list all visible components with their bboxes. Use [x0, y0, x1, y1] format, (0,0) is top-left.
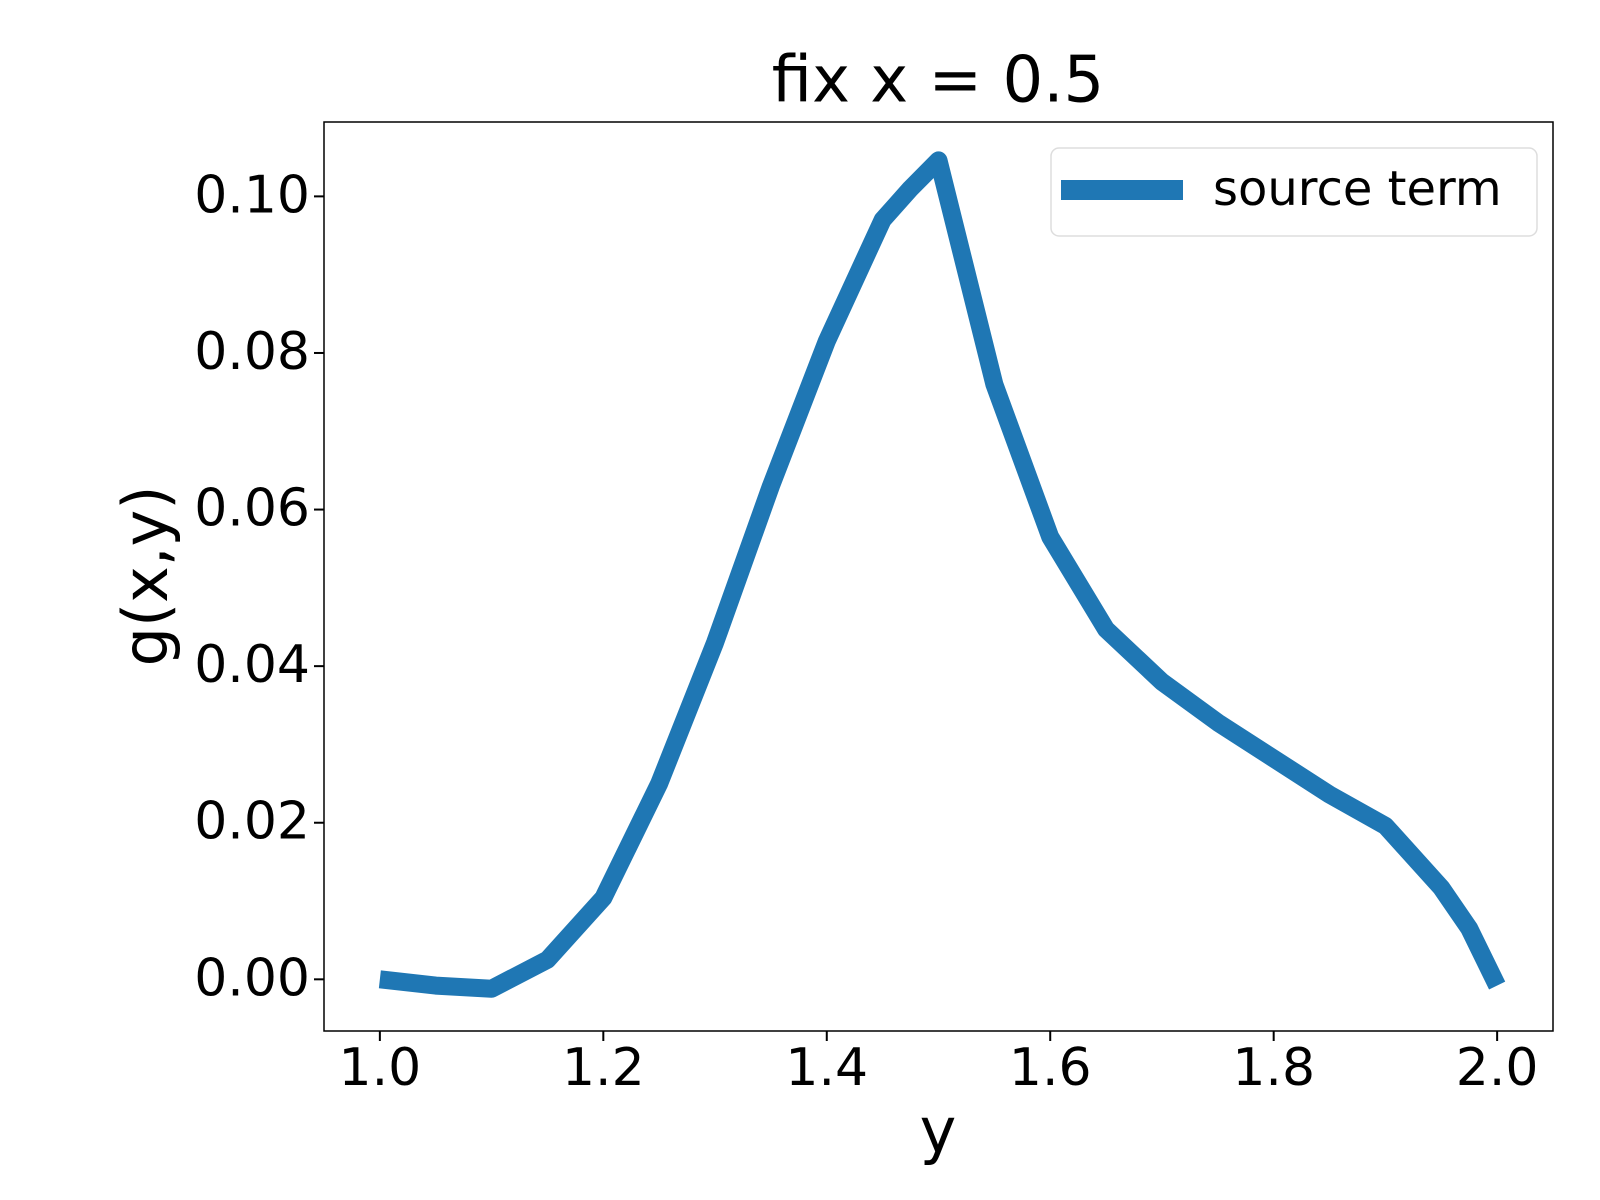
y-tick-label: 0.00: [194, 948, 310, 1008]
y-axis-label: g(x,y): [109, 486, 182, 667]
y-tick-label: 0.08: [194, 322, 310, 382]
x-axis-label: y: [920, 1094, 957, 1167]
y-tick-label: 0.02: [194, 792, 310, 852]
x-tick-label: 1.4: [785, 1038, 868, 1098]
x-tick-label: 1.2: [562, 1038, 645, 1098]
y-tick-label: 0.04: [194, 635, 310, 695]
chart-title: fix x = 0.5: [772, 44, 1105, 118]
x-tick-label: 2.0: [1456, 1038, 1539, 1098]
x-tick-label: 1.0: [339, 1038, 422, 1098]
x-tick-label: 1.8: [1232, 1038, 1315, 1098]
y-tick-label: 0.06: [194, 479, 310, 539]
legend-label: source term: [1213, 161, 1502, 217]
legend: source term: [1050, 147, 1538, 237]
x-tick-label: 1.6: [1009, 1038, 1092, 1098]
line-series: [378, 151, 1506, 998]
legend-box: [1050, 147, 1538, 237]
y-tick-label: 0.10: [194, 165, 310, 225]
plot-frame: [323, 121, 1554, 1032]
